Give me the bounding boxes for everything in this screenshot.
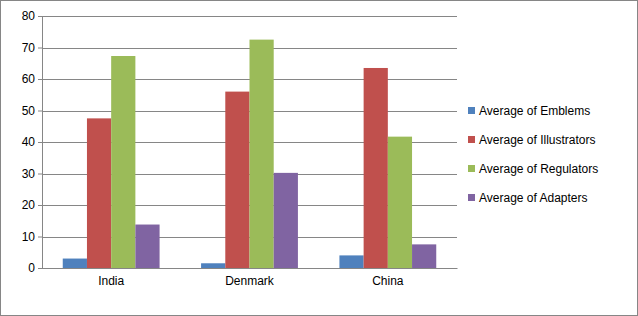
chart-frame	[1, 1, 638, 316]
y-tick-mark	[38, 237, 42, 238]
legend-swatch	[468, 165, 475, 172]
y-tick-mark	[38, 205, 42, 206]
grid-line	[42, 268, 457, 269]
y-tick-mark	[38, 142, 42, 143]
y-tick-mark	[38, 174, 42, 175]
grid	[42, 17, 457, 269]
bar	[250, 40, 274, 268]
y-tick: 70	[22, 41, 42, 55]
bar	[339, 255, 363, 268]
x-axis: India Denmark China	[43, 268, 458, 288]
chart: 0 10 20 30 40 50 60 70 80 India Denmark China Averag…	[0, 0, 638, 316]
y-tick: 80	[22, 9, 42, 23]
x-tick-label: China	[372, 274, 404, 288]
y-tick-mark	[38, 111, 42, 112]
bar	[201, 263, 225, 268]
y-tick-label: 70	[22, 41, 36, 55]
y-tick: 30	[22, 167, 42, 181]
bar	[135, 225, 159, 268]
y-tick-label: 10	[22, 230, 36, 244]
y-tick-label: 30	[22, 167, 36, 181]
bar	[274, 173, 298, 268]
y-tick: 10	[22, 230, 42, 244]
legend-swatch	[468, 136, 475, 143]
x-tick: India	[98, 268, 124, 288]
y-tick: 0	[28, 261, 42, 275]
y-tick-label: 60	[22, 72, 36, 86]
legend-swatch	[468, 194, 475, 201]
bar-series	[111, 40, 412, 268]
bar	[364, 68, 388, 268]
y-tick-label: 0	[28, 261, 35, 275]
bar	[87, 118, 111, 268]
bar	[388, 137, 412, 268]
legend: Average of Emblems Average of Illustrator…	[468, 104, 598, 205]
y-tick-label: 50	[22, 104, 36, 118]
y-tick-label: 20	[22, 198, 36, 212]
y-tick: 20	[22, 198, 42, 212]
y-tick: 60	[22, 72, 42, 86]
x-tick: China	[372, 268, 404, 288]
y-tick: 50	[22, 104, 42, 118]
legend-label: Average of Emblems	[479, 104, 590, 118]
legend-swatch	[468, 107, 475, 114]
legend-label: Average of Regulators	[479, 162, 598, 176]
x-tick-label: Denmark	[225, 274, 275, 288]
bar	[63, 259, 87, 268]
bar-series	[135, 173, 436, 268]
legend-label: Average of Adapters	[479, 191, 588, 205]
bar	[111, 56, 135, 268]
y-axis: 0 10 20 30 40 50 60 70 80	[22, 9, 43, 275]
bar	[412, 244, 436, 268]
y-tick-mark	[38, 79, 42, 80]
grid-line	[42, 16, 457, 17]
y-tick-mark	[38, 48, 42, 49]
bars	[63, 40, 437, 268]
x-tick: Denmark	[225, 268, 275, 288]
y-tick-mark	[38, 268, 42, 269]
legend-label: Average of Illustrators	[479, 133, 596, 147]
y-tick-mark	[38, 16, 42, 17]
y-tick: 40	[22, 135, 42, 149]
y-tick-label: 40	[22, 135, 36, 149]
y-axis-line	[42, 17, 43, 269]
bar	[225, 92, 249, 268]
x-tick-label: India	[98, 274, 124, 288]
y-tick-label: 80	[22, 9, 36, 23]
x-axis-line	[43, 268, 458, 269]
